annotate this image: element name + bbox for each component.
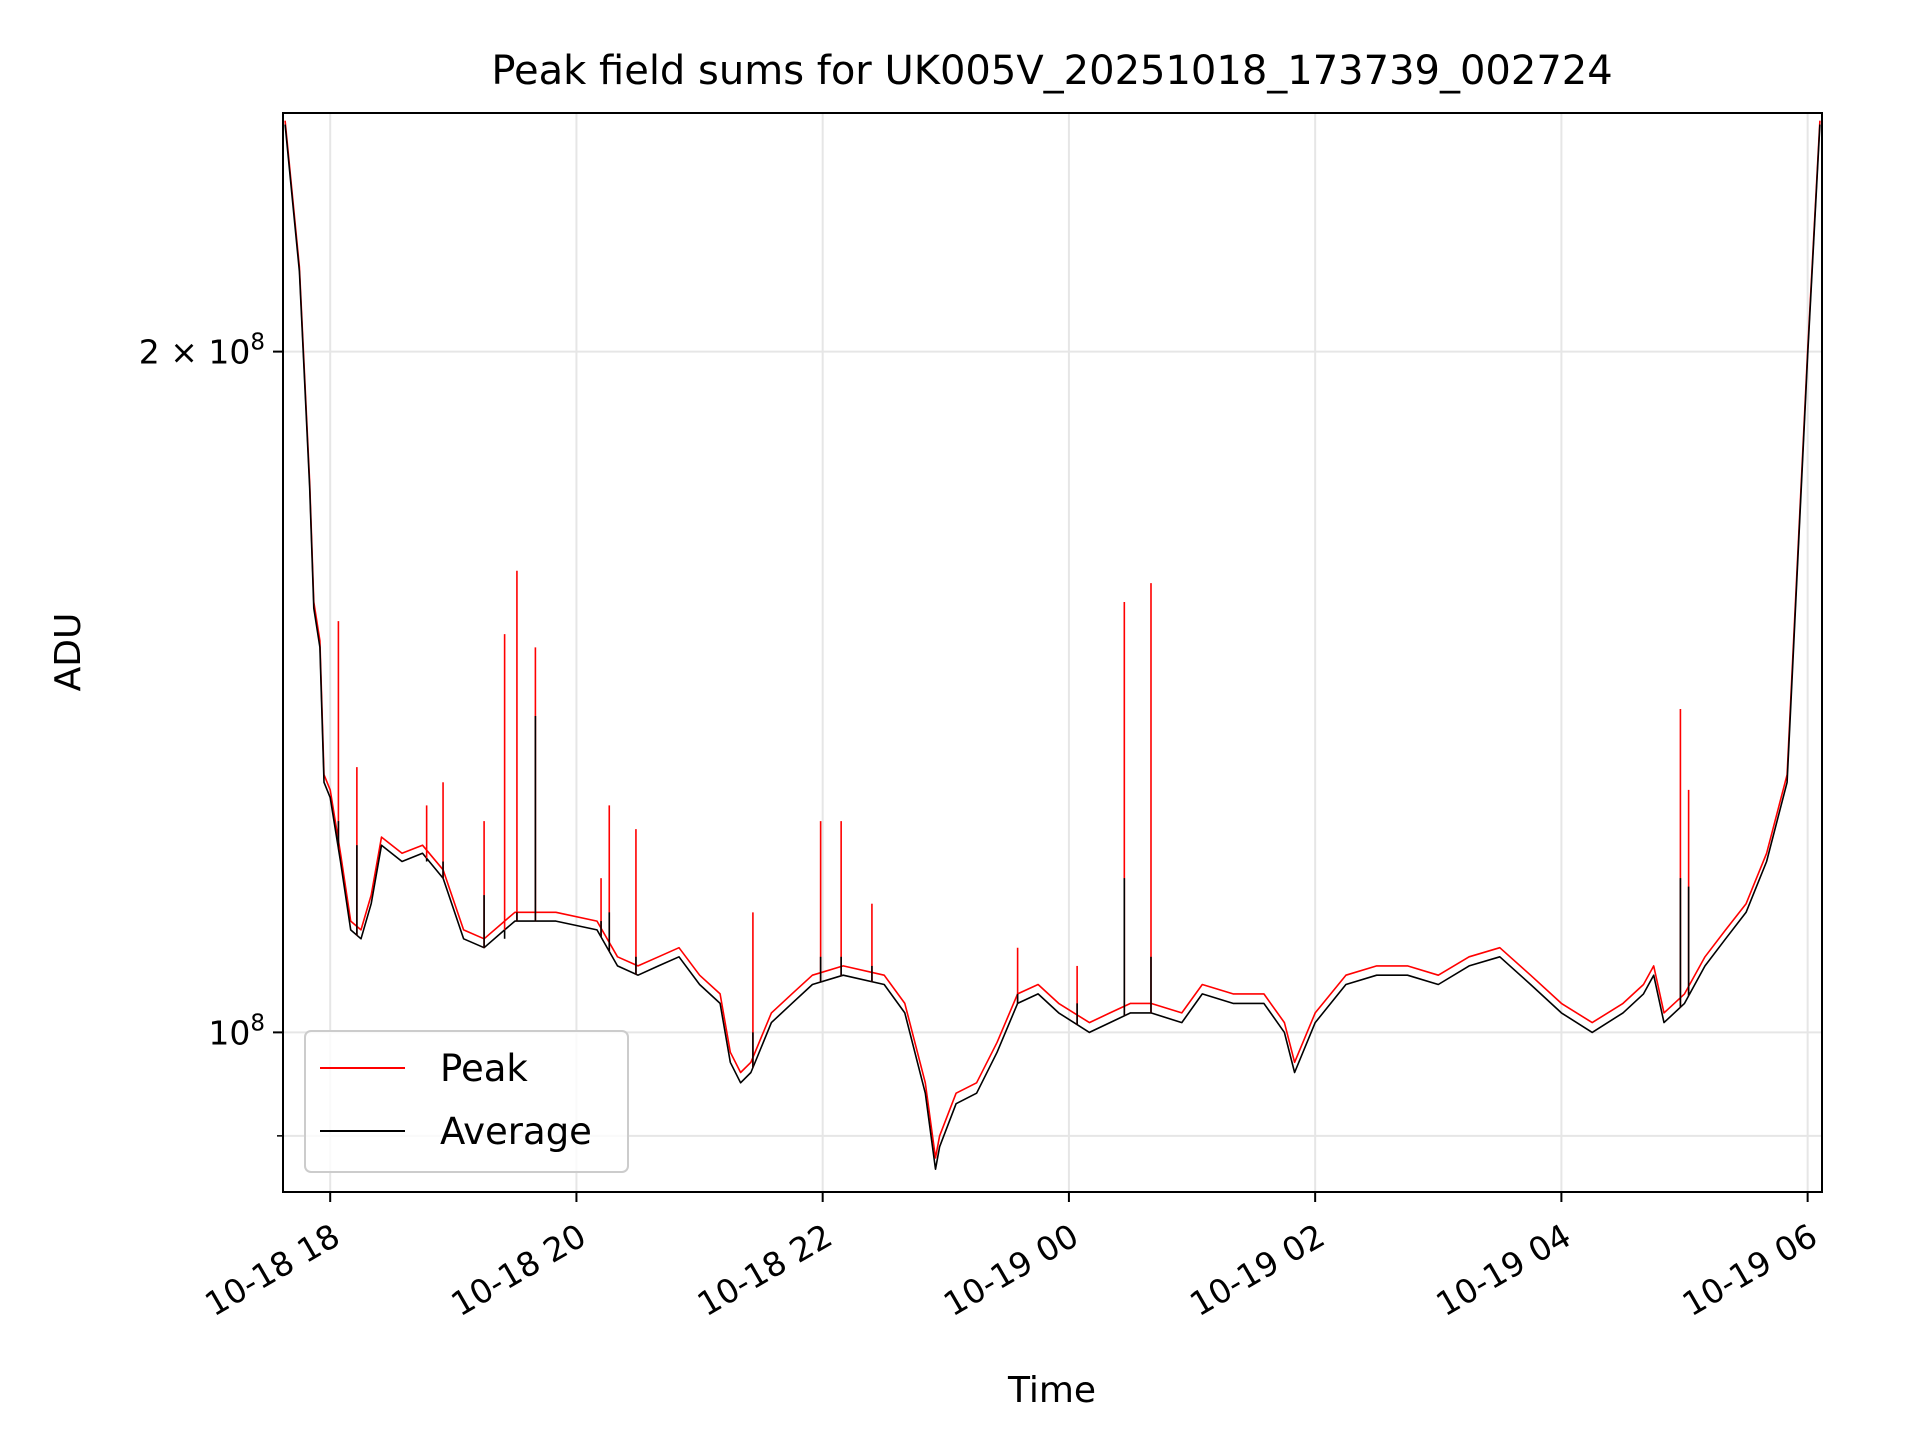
series-line-average — [284, 124, 1821, 1170]
y-tick-mantissa: 2 — [139, 333, 160, 372]
legend-box — [304, 1030, 629, 1173]
chart-title: Peak field sums for UK005V_20251018_1737… — [491, 48, 1612, 94]
series-group — [284, 120, 1821, 1170]
series-line-peak — [284, 120, 1821, 1159]
y-tick-exponent: 8 — [250, 330, 265, 356]
y-tick-label: 2 × 108 — [139, 330, 265, 372]
y-tick-exponent: 8 — [250, 1010, 265, 1036]
legend: Peak Average — [304, 1030, 629, 1173]
y-axis-label: ADU — [48, 613, 89, 692]
legend-label-peak: Peak — [440, 1047, 528, 1090]
y-tick-base: 10 — [208, 1013, 250, 1052]
y-tick-times: × 10 — [160, 333, 251, 372]
y-tick-label: 108 — [208, 1010, 265, 1052]
plot-frame — [282, 112, 1823, 1193]
gridlines — [283, 113, 1822, 1192]
x-axis-label: Time — [1007, 1370, 1096, 1411]
legend-label-average: Average — [440, 1110, 592, 1153]
